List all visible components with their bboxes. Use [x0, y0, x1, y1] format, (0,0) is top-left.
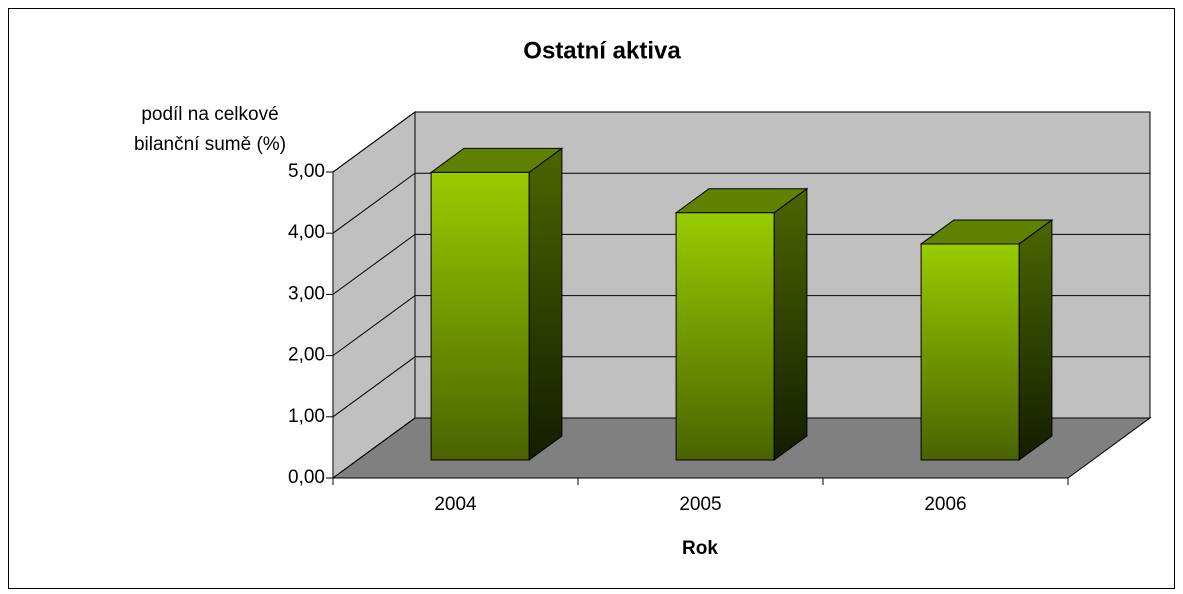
- bar-side: [528, 147, 563, 461]
- chart-title: Ostatní aktiva: [523, 37, 681, 64]
- y-tick-label: 0,00: [288, 467, 325, 488]
- bar-side: [1018, 218, 1053, 461]
- grid-line: [332, 111, 1150, 173]
- grid-line: [332, 233, 1150, 295]
- y-tick-label: 1,00: [288, 406, 325, 427]
- y-tick-label: 5,00: [288, 161, 325, 182]
- grid-line: [332, 295, 1150, 357]
- y-tick-label: 3,00: [288, 283, 325, 304]
- side-wall: [332, 111, 416, 479]
- x-tick-label: 2006: [924, 494, 966, 515]
- grid-line: [332, 172, 1150, 234]
- y-axis-title: podíl na celkové bilanční sumě (%): [133, 104, 287, 155]
- bar: [675, 212, 775, 461]
- y-tick-label: 2,00: [288, 345, 325, 366]
- x-tick-label: 2004: [434, 494, 477, 515]
- x-axis-title: Rok: [682, 538, 718, 559]
- x-tick-label: 2005: [679, 494, 721, 515]
- bar-side: [773, 187, 808, 461]
- y-tick-label: 4,00: [288, 222, 325, 243]
- grid-line: [332, 356, 1150, 418]
- grid-line: [332, 417, 1150, 479]
- bar: [920, 243, 1020, 461]
- bar: [430, 171, 530, 461]
